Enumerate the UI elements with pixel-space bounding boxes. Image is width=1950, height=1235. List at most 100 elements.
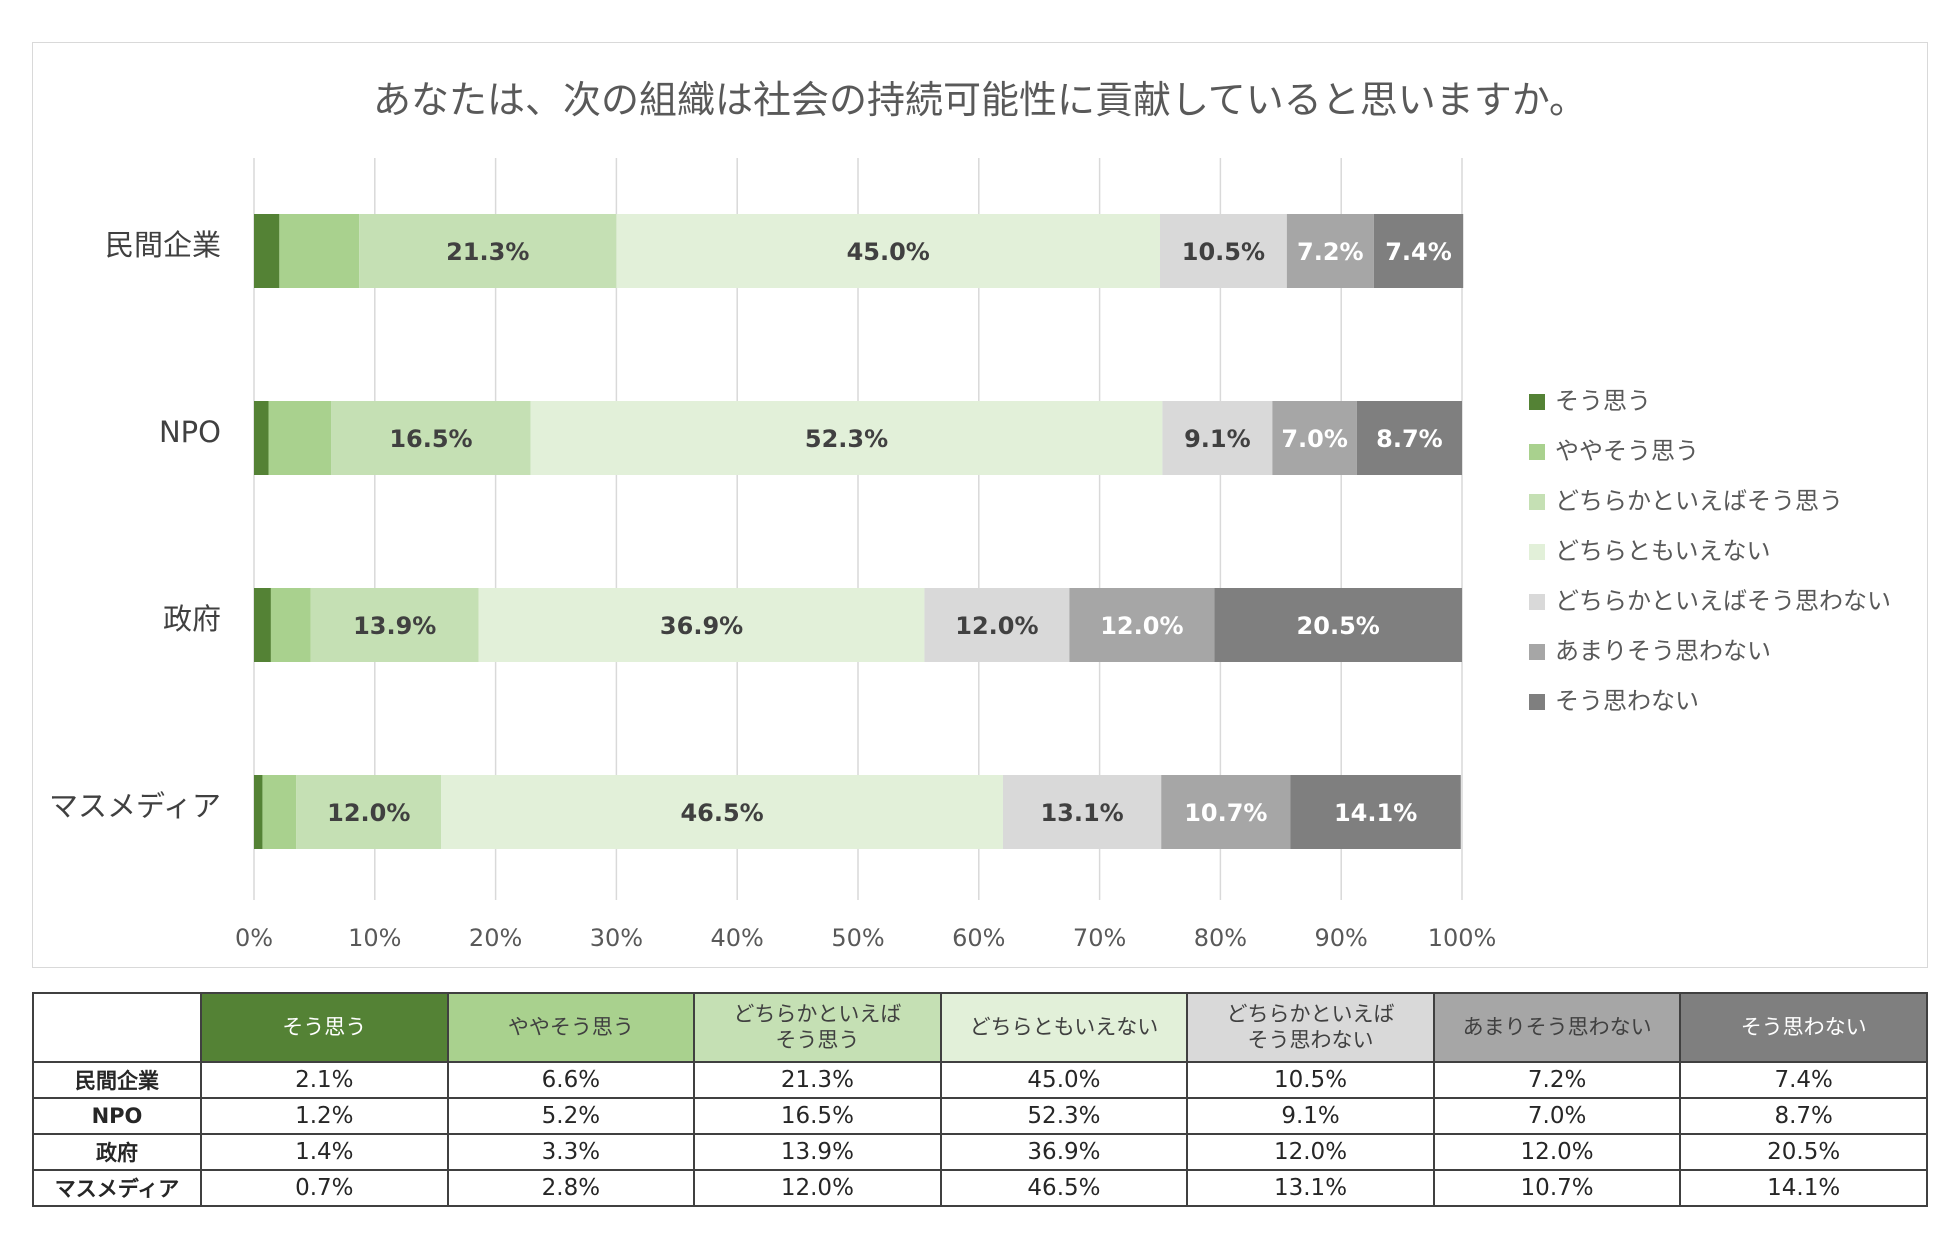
bar-segment [331,401,531,475]
table-cell: 3.3% [446,1133,696,1171]
table-cell: 52.3% [939,1097,1189,1135]
bar-segment [616,214,1160,288]
bar-segment [530,401,1163,475]
table-cell: 9.1% [1186,1097,1435,1135]
table-corner-cell [32,992,202,1063]
table-row: 政府 1.4% 3.3% 13.9% 36.9% 12.0% 12.0% 20.5% [32,1133,1928,1171]
table-cell: 12.0% [1432,1133,1682,1171]
bar-segment [296,775,442,849]
bar-segment [1002,775,1162,849]
x-tick-label: 80% [1194,924,1247,952]
legend-item: どちらかといえばそう思わない [1529,573,1891,623]
table-cell: 5.2% [446,1097,696,1135]
table-row-header: 政府 [32,1133,202,1171]
table-cell: 1.2% [200,1097,449,1135]
table-cell: 7.0% [1432,1097,1682,1135]
bar-data-label: 16.5% [389,425,472,453]
x-tick-label: 50% [831,924,884,952]
bar-data-label: 12.0% [327,799,410,827]
legend-label: そう思う [1555,386,1651,415]
bar-segment [254,214,280,288]
table-row-header: 民間企業 [32,1061,202,1099]
table-cell: 12.0% [693,1169,942,1207]
x-tick-label: 20% [469,924,522,952]
bar-segment [441,775,1003,849]
bar-data-label: 21.3% [446,238,529,266]
legend-label: そう思わない [1555,686,1699,715]
bar-data-label: 8.7% [1376,425,1443,453]
bar-segment [268,401,332,475]
table-row: 民間企業 2.1% 6.6% 21.3% 45.0% 10.5% 7.2% 7.4% [32,1061,1928,1099]
table-cell: 45.0% [939,1061,1189,1099]
bar-segment [1069,588,1215,662]
table-column-header: そう思う [200,992,449,1063]
bar-data-label: 10.5% [1182,238,1265,266]
bar-data-label: 10.7% [1184,799,1267,827]
bar-data-label: 9.1% [1184,425,1251,453]
legend-item: どちらかといえばそう思う [1529,473,1891,523]
table-row-header: マスメディア [32,1169,202,1207]
table-cell: 6.6% [446,1061,696,1099]
legend-item: どちらともいえない [1529,523,1891,573]
table-column-header: どちらかといえば そう思う [693,992,942,1063]
table-cell: 7.2% [1432,1061,1682,1099]
table-cell: 16.5% [693,1097,942,1135]
legend-item: ややそう思う [1529,423,1891,473]
bar-segment [1373,214,1464,288]
bar-segment [1214,588,1462,662]
table-cell: 13.9% [693,1133,942,1171]
table-body: 民間企業 2.1% 6.6% 21.3% 45.0% 10.5% 7.2% 7.4% NPO 1.… [32,1061,1928,1207]
table-row: マスメディア 0.7% 2.8% 12.0% 46.5% 13.1% 10.7% 14.1% [32,1169,1928,1207]
x-tick-label: 90% [1315,924,1368,952]
x-tick-label: 10% [348,924,401,952]
table-row: NPO 1.2% 5.2% 16.5% 52.3% 9.1% 7.0% 8.7% [32,1097,1928,1135]
bar-segment [254,588,271,662]
chart-plot: 0% 10% 20% 30% 40% 50% 60% 70% 80% 90% 100% 民間企業 21.… [49,158,1497,952]
table-column-header: そう思わない [1679,992,1928,1063]
bar-segment [1162,401,1273,475]
legend-swatch [1529,444,1545,460]
x-tick-label: 70% [1073,924,1126,952]
bar-data-label: 36.9% [660,612,743,640]
x-tick-label: 100% [1428,924,1497,952]
bar-data-label: 12.0% [1100,612,1183,640]
x-tick-label: 30% [590,924,643,952]
bar-segment [359,214,617,288]
table-header-row: そう思う ややそう思う どちらかといえば そう思う どちらともいえない どちらかといえばそ… [32,992,1928,1063]
bar-data-label: 45.0% [847,238,930,266]
table-cell: 10.7% [1432,1169,1682,1207]
legend-label: どちらかといえばそう思う [1555,486,1843,515]
table-column-header: どちらかといえば そう思わない [1186,992,1435,1063]
category-label: 政府 [163,602,221,636]
table-column-header: どちらともいえない [939,992,1189,1063]
table-cell: 13.1% [1186,1169,1435,1207]
chart-legend: そう思うややそう思うどちらかといえばそう思うどちらともいえない どちらかといえばそ… [1529,373,1891,723]
table-column-header: あまりそう思わない [1432,992,1682,1063]
bar-data-label: 7.2% [1297,238,1364,266]
table-cell: 36.9% [939,1133,1189,1171]
table-cell: 12.0% [1186,1133,1435,1171]
table-cell: 8.7% [1679,1097,1928,1135]
bar-data-label: 13.9% [353,612,436,640]
table-column-header: ややそう思う [446,992,696,1063]
bar-data-label: 12.0% [955,612,1038,640]
bar-data-label: 13.1% [1040,799,1123,827]
bar-data-label: 46.5% [680,799,763,827]
legend-label: あまりそう思わない [1555,636,1771,665]
bar-segment [279,214,360,288]
bar-segment [254,401,269,475]
bar-data-label: 52.3% [805,425,888,453]
bar-segment [1286,214,1374,288]
legend-item: あまりそう思わない [1529,623,1891,673]
bar-data-label: 20.5% [1297,612,1380,640]
x-tick-label: 40% [711,924,764,952]
bar-segment [478,588,925,662]
bar-segment [262,775,297,849]
category-label: NPO [159,415,221,449]
bar-segment [1161,775,1291,849]
legend-item: そう思う [1529,373,1891,423]
legend-swatch [1529,544,1545,560]
bar-segment [254,775,263,849]
table-cell: 7.4% [1679,1061,1928,1099]
table-cell: 14.1% [1679,1169,1928,1207]
